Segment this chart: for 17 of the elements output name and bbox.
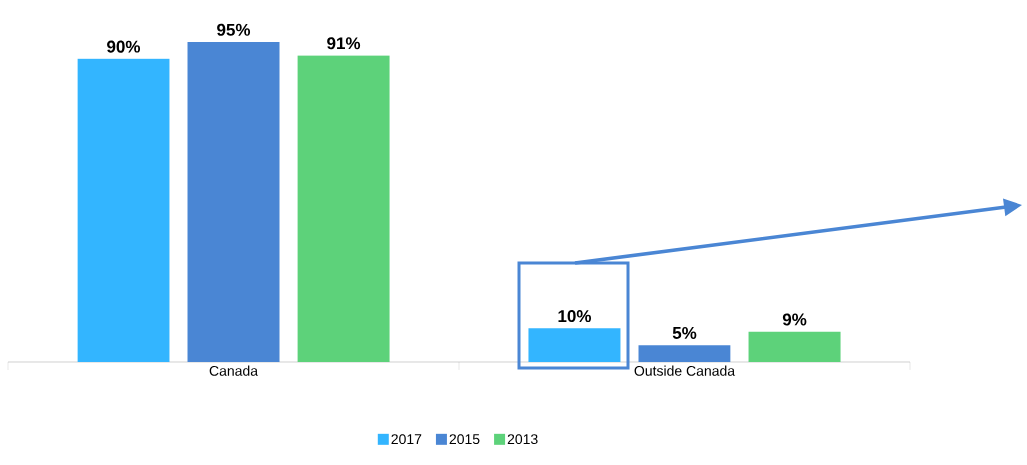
legend-label: 2013	[507, 434, 538, 445]
data-label: 5%	[672, 326, 697, 339]
bar	[748, 331, 841, 362]
data-label: 91%	[327, 37, 361, 50]
x-tick-label: Outside Canada	[634, 365, 736, 376]
data-label: 9%	[782, 313, 807, 326]
legend-label: 2017	[391, 434, 422, 445]
legend-label: 2015	[449, 434, 480, 445]
bar	[187, 42, 280, 362]
bar	[297, 55, 390, 362]
bar	[638, 345, 731, 362]
x-tick-label: Canada	[209, 365, 259, 376]
data-label: 10%	[558, 310, 592, 323]
data-label: 95%	[217, 23, 251, 36]
data-label: 90%	[107, 40, 141, 53]
bar	[77, 58, 170, 362]
bar	[528, 328, 621, 362]
